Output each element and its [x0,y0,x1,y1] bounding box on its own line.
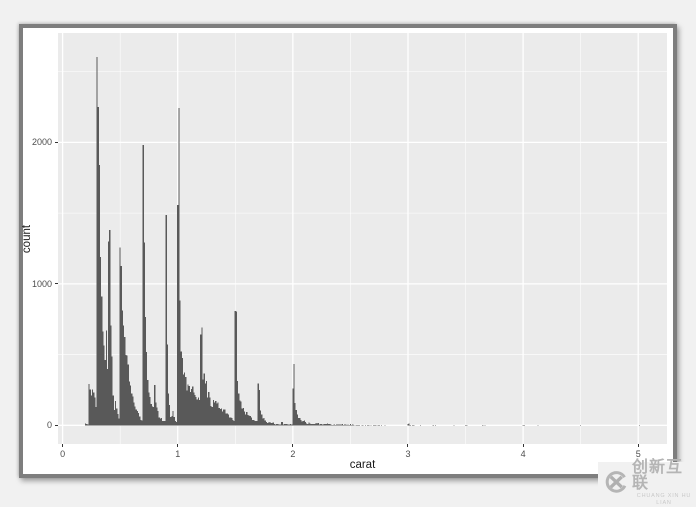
histogram-bars [58,33,667,444]
y-tick-mark [55,425,58,426]
x-axis-title: carat [350,459,376,471]
watermark: 创新互联 CHUANG XIN HU LIAN [598,462,696,504]
y-tick-mark [55,142,58,143]
x-tick-label: 4 [521,449,526,459]
y-tick-label: 0 [0,420,52,430]
x-tick-mark [407,444,408,447]
x-tick-label: 2 [290,449,295,459]
y-axis-title: count [21,224,33,252]
x-tick-label: 5 [636,449,641,459]
y-tick-mark [55,283,58,284]
plot-panel [58,33,667,444]
x-tick-mark [62,444,63,447]
x-tick-mark [523,444,524,447]
y-tick-label: 2000 [0,137,52,147]
x-tick-mark [292,444,293,447]
x-tick-mark [638,444,639,447]
x-tick-mark [177,444,178,447]
watermark-brand-cn: 创新互联 [632,460,696,492]
x-tick-label: 3 [405,449,410,459]
y-tick-label: 1000 [0,279,52,289]
watermark-text: 创新互联 CHUANG XIN HU LIAN [632,460,696,507]
watermark-brand-en: CHUANG XIN HU LIAN [632,493,696,507]
x-tick-label: 0 [60,449,65,459]
x-in-circle-icon [604,470,628,494]
x-tick-label: 1 [175,449,180,459]
